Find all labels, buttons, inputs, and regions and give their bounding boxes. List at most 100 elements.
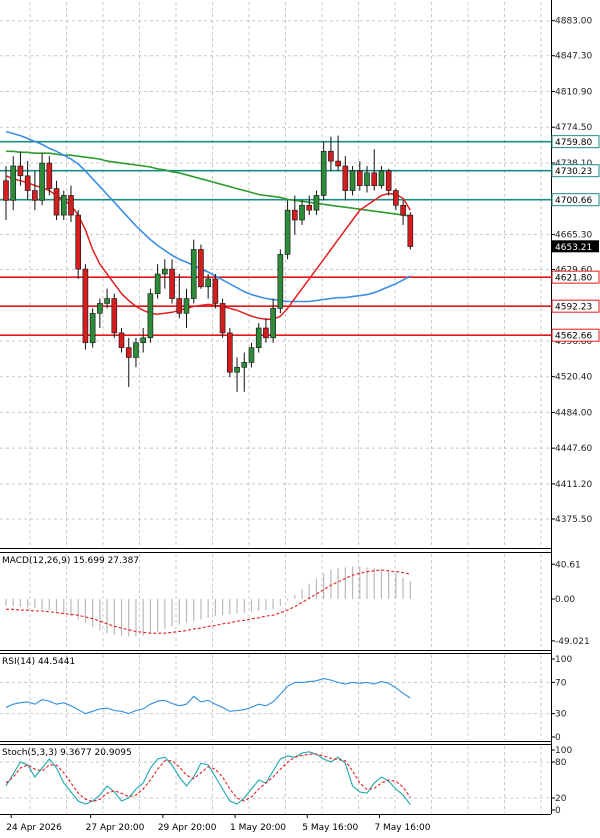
candle-body xyxy=(342,165,349,191)
level-label: 4730.23 xyxy=(555,167,592,177)
level-label: 4700.66 xyxy=(555,196,592,206)
candle-body xyxy=(393,190,399,206)
price-tick-label: 4520.40 xyxy=(555,373,592,383)
stoch-tick-label: 0 xyxy=(555,806,561,816)
level-label-box xyxy=(551,299,600,313)
candle-body xyxy=(219,303,226,334)
time-tick-label: 5 May 16:00 xyxy=(302,823,358,833)
time-tick-label: 27 Apr 20:00 xyxy=(86,823,145,833)
candle-body xyxy=(140,337,146,344)
macd-signal-line xyxy=(6,569,411,634)
time-tick-label: 24 Apr 2026 xyxy=(6,823,62,833)
level-label-box xyxy=(551,135,600,149)
stoch-label: Stoch(5,3,3) 9.3677 20.9095 xyxy=(2,748,132,758)
level-label-box xyxy=(551,270,600,284)
candle-body xyxy=(89,312,96,344)
candle-body xyxy=(176,298,183,314)
candle-body xyxy=(17,165,24,177)
price-tick-label: 4556.80 xyxy=(555,337,592,347)
price-tick-label: 4629.60 xyxy=(555,265,592,275)
macd-tick-label: 40.61 xyxy=(555,560,581,570)
candle-body xyxy=(97,303,103,314)
rsi-tick-label: 100 xyxy=(555,655,572,665)
price-tick-label: 4411.20 xyxy=(555,480,592,490)
stoch-k-line xyxy=(5,751,411,805)
candle-body xyxy=(162,268,168,275)
candle-body xyxy=(306,204,313,211)
candle-body xyxy=(371,172,378,186)
candle-body xyxy=(169,268,175,299)
rsi-tick-label: 30 xyxy=(555,710,567,720)
candle-body xyxy=(111,298,118,334)
candle-body xyxy=(291,209,298,221)
price-tick-label: 4375.50 xyxy=(555,515,592,525)
level-label: 4621.80 xyxy=(555,274,592,284)
price-tick-label: 4738.10 xyxy=(555,159,592,169)
candle-body xyxy=(349,170,356,191)
macd-label: MACD(12,26,9) 15.699 27.387 xyxy=(2,556,139,566)
candle-body xyxy=(183,298,190,314)
candle-body xyxy=(133,342,139,358)
ma-mid-line xyxy=(5,130,411,303)
price-tick-label: 4447.60 xyxy=(555,444,592,454)
stoch-d-line xyxy=(5,753,411,803)
candle-body xyxy=(24,175,31,191)
candle-body xyxy=(320,150,327,196)
macd-tick-label: -49.021 xyxy=(555,637,590,647)
candle-body xyxy=(154,273,161,294)
candle-body xyxy=(255,327,262,348)
stoch-tick-label: 80 xyxy=(555,758,567,768)
price-tick-label: 4774.50 xyxy=(555,123,592,133)
candle-body xyxy=(313,195,320,211)
candle-body xyxy=(364,172,370,186)
candle-body xyxy=(125,347,132,358)
candle-body xyxy=(32,190,38,201)
candle-body xyxy=(270,308,276,339)
candle-body xyxy=(147,293,154,339)
level-label: 4562.66 xyxy=(555,332,592,342)
candle-body xyxy=(60,195,67,216)
rsi-label: RSI(14) 44.5441 xyxy=(2,657,75,667)
candle-body xyxy=(39,162,45,201)
rsi-tick-label: 0 xyxy=(555,733,561,743)
rsi-tick-label: 70 xyxy=(555,678,567,688)
price-tick-label: 4883.00 xyxy=(555,17,592,27)
candle-body xyxy=(299,204,305,221)
ma-slow-line xyxy=(6,150,411,217)
candle-body xyxy=(248,347,255,363)
stoch-tick-label: 20 xyxy=(555,794,567,804)
price-tick-label: 4484.00 xyxy=(555,408,592,418)
candle-body xyxy=(356,170,363,186)
candle-body xyxy=(118,332,125,348)
price-tick-label: 4665.30 xyxy=(555,230,592,240)
candle-body xyxy=(385,170,392,191)
candle-body xyxy=(378,170,385,186)
rsi-line xyxy=(5,677,411,715)
current-price-label: 4653.21 xyxy=(555,243,592,253)
candle-body xyxy=(284,209,291,255)
candle-body xyxy=(190,249,197,299)
time-tick-label: 7 May 16:00 xyxy=(374,823,430,833)
candle-body xyxy=(3,180,9,201)
level-label-box xyxy=(551,164,600,178)
price-tick-label: 4847.30 xyxy=(555,52,592,62)
level-label: 4759.80 xyxy=(555,138,592,148)
candle-body xyxy=(241,362,248,368)
candle-body xyxy=(75,214,81,270)
candle-body xyxy=(46,162,53,189)
candle-body xyxy=(10,165,17,201)
candle-body xyxy=(335,160,341,167)
candle-body xyxy=(198,249,204,288)
candle-body xyxy=(212,278,219,304)
time-tick-label: 29 Apr 20:00 xyxy=(158,823,217,833)
candle-body xyxy=(82,268,89,344)
candle-body xyxy=(277,254,284,309)
level-label-box xyxy=(551,328,600,342)
candle-body xyxy=(104,298,110,304)
candle-body xyxy=(205,278,211,288)
candle-body xyxy=(68,195,74,216)
current-price-box xyxy=(552,240,599,253)
candle-body xyxy=(328,150,334,162)
candle-body xyxy=(53,188,60,216)
